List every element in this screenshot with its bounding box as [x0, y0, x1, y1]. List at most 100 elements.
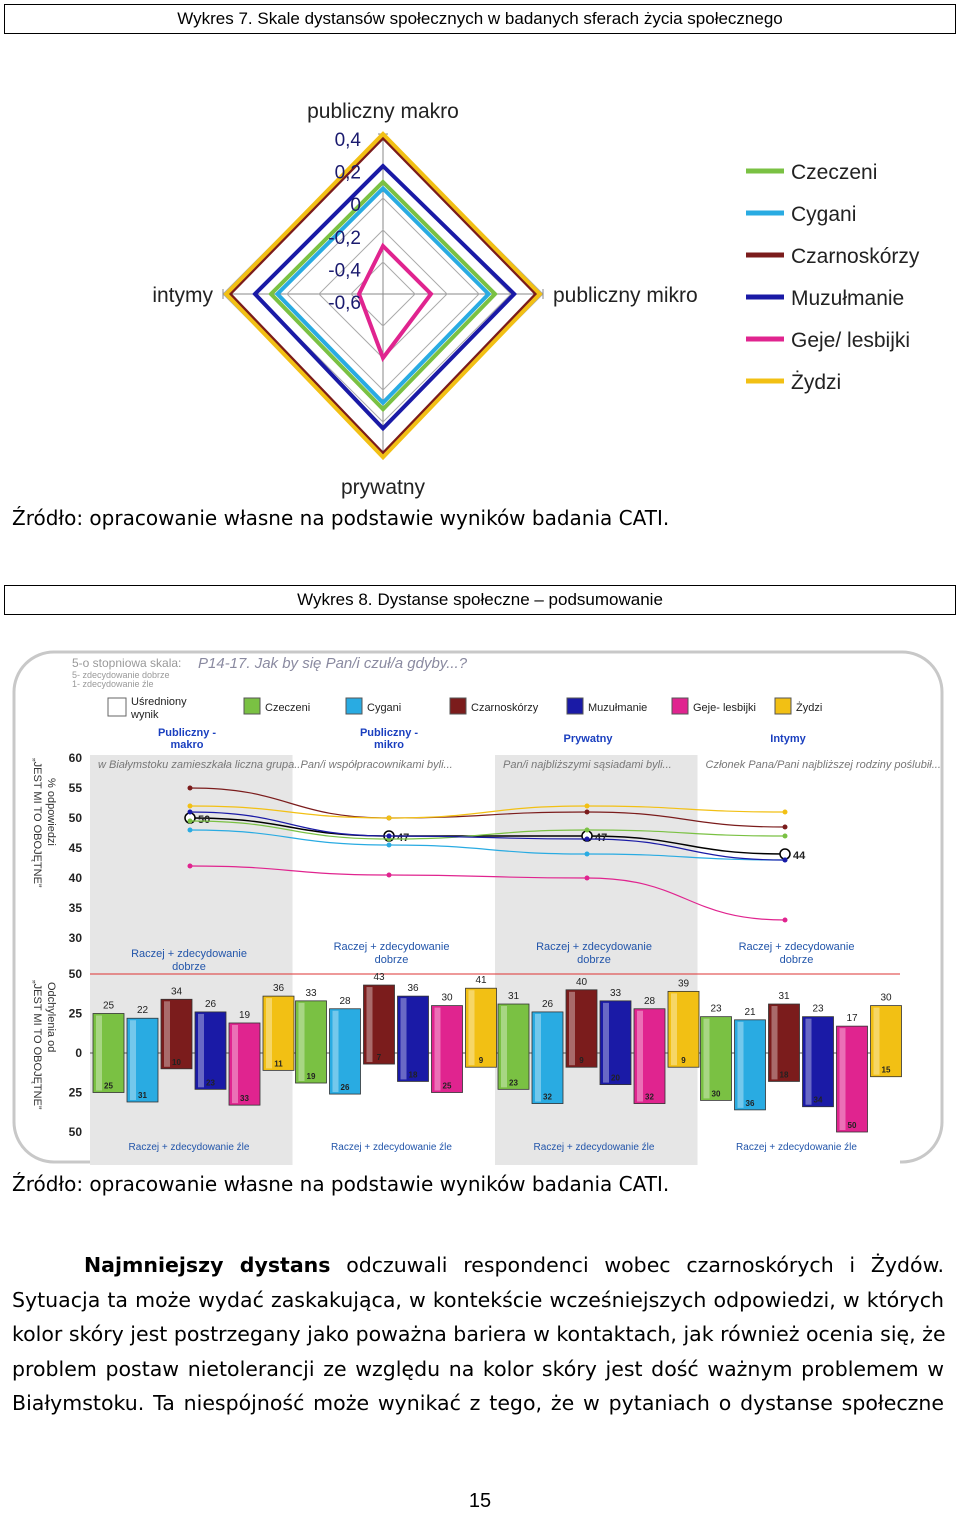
- line-point: [782, 917, 788, 923]
- legend-label: Żydzi: [796, 701, 822, 714]
- line-series: [189, 820, 786, 840]
- bar-good-label: 23: [710, 1004, 722, 1015]
- bar-bad-label: 9: [479, 1056, 484, 1065]
- bar: [599, 1000, 632, 1085]
- top-tick-label: 45: [69, 841, 83, 855]
- bar: [363, 984, 395, 1065]
- good-label: Raczej + zdecydowanie: [131, 948, 247, 960]
- radar-ring: [286, 197, 480, 391]
- bar-good-label: 33: [305, 988, 317, 999]
- bar-highlight: [535, 1013, 541, 1102]
- bad-label: Raczej + zdecydowanie źle: [736, 1142, 857, 1153]
- bar: [700, 1016, 732, 1101]
- bar-good-label: 30: [880, 993, 892, 1004]
- bar-highlight: [737, 1021, 744, 1108]
- bar-highlight: [637, 1010, 643, 1102]
- bar: [262, 995, 295, 1071]
- paragraph-line-1-rest: odczuwali respondenci wobec czarnoskóryc…: [346, 1253, 944, 1277]
- line-point: [187, 827, 193, 833]
- figure8-caption-text: Dystanse społeczne – podsumowanie: [377, 590, 663, 609]
- legend-avg-label: wynik: [130, 709, 159, 721]
- bar: [734, 1019, 766, 1111]
- y-label-top-2: „JEST MI TO OBOJĘTNE”: [31, 758, 43, 888]
- line-point: [584, 875, 590, 881]
- summary-lines: 50 47 47 44: [184, 785, 806, 923]
- bar-bad-label: 36: [746, 1099, 755, 1108]
- radar-series-czarnoskrzy: [226, 134, 540, 457]
- bar: [431, 1005, 463, 1093]
- legend-avg-swatch: [107, 697, 127, 717]
- bar-highlight: [266, 998, 272, 1069]
- bar-bad-label: 23: [509, 1078, 518, 1087]
- bar-good-label: 36: [407, 983, 419, 994]
- line-avg-label: 47: [397, 832, 409, 844]
- top-tick-label: 35: [69, 901, 83, 915]
- bar-good-label: 23: [812, 1004, 824, 1015]
- bar: [126, 1017, 159, 1103]
- bar-bad-label: 15: [882, 1066, 891, 1075]
- top-tick-label: 40: [69, 871, 83, 885]
- bar-highlight: [501, 1006, 507, 1088]
- radar-tick-label: -0,2: [328, 228, 361, 249]
- line-series: [189, 865, 786, 921]
- category-sublabel: w Białymstoku zamieszkała liczna grupa..…: [98, 759, 303, 771]
- bar: [870, 1005, 902, 1078]
- radar-legend-label: Czarnoskórzy: [791, 245, 920, 268]
- summary-column-band: [292, 755, 495, 1165]
- scale-5: 5- zdecydowanie dobrze: [72, 670, 170, 680]
- line-point: [584, 803, 590, 809]
- line-series: [189, 829, 786, 861]
- bar: [160, 998, 193, 1070]
- radar-axis-label-mikro: publiczny mikro: [553, 284, 698, 307]
- figure8-source: Źródło: opracowanie własne na podstawie …: [12, 1172, 670, 1196]
- line-avg-label: 47: [595, 832, 607, 844]
- bar-bad-label: 34: [814, 1096, 823, 1105]
- figure8-caption-prefix: Wykres 8.: [297, 590, 373, 609]
- radar-axis-label-prywatny: prywatny: [341, 476, 426, 499]
- line-point: [782, 857, 788, 863]
- radar-series-ydzi: [223, 131, 543, 461]
- bar: [228, 1022, 261, 1106]
- bar-bad-label: 10: [172, 1058, 181, 1067]
- bar-bad-label: 18: [780, 1070, 789, 1079]
- radar-labels: 0,4 0,2 0 -0,2 -0,4 -0,6 publiczny makro public…: [152, 100, 697, 499]
- legend-swatch: [345, 697, 363, 715]
- figure8-caption: Wykres 8. Dystanse społeczne – podsumowa…: [4, 585, 956, 615]
- bar-bad-label: 18: [409, 1070, 418, 1079]
- bar-good-label: 31: [508, 991, 520, 1002]
- bar-highlight: [703, 1018, 710, 1099]
- bar-highlight: [839, 1028, 846, 1130]
- radar-legend-label: Żydzi: [791, 371, 841, 394]
- bar-highlight: [298, 1002, 305, 1082]
- good-label: Raczej + zdecydowanie: [536, 941, 652, 953]
- radar-axis-label-intymy: intymy: [152, 284, 213, 307]
- bar-highlight: [130, 1020, 136, 1100]
- legend-label: Geje- lesbijki: [693, 702, 756, 714]
- radar-series-muzumanie: [252, 163, 518, 432]
- category-header: makro: [170, 739, 203, 751]
- y-label-top-1: % odpowiedzi: [45, 778, 57, 846]
- radar-legend-label: Cygani: [791, 203, 856, 226]
- radar-axis-label-makro: publiczny makro: [307, 100, 459, 123]
- bar-bad-label: 31: [138, 1091, 147, 1100]
- line-series: [189, 811, 786, 861]
- bad-label: Raczej + zdecydowanie źle: [331, 1142, 452, 1153]
- legend-swatch: [566, 697, 584, 715]
- bar-highlight: [805, 1018, 812, 1105]
- good-label: dobrze: [780, 954, 814, 966]
- page-number: 15: [468, 1490, 492, 1512]
- bar-good-label: 31: [778, 991, 790, 1002]
- legend-label: Czeczeni: [265, 702, 310, 714]
- radar-legend-label: Muzułmanie: [791, 287, 904, 310]
- legend-label: Cygani: [367, 702, 401, 714]
- top-tick-label: 55: [69, 781, 83, 795]
- line-point: [584, 809, 590, 815]
- radar-legend-label: Czeczeni: [791, 161, 877, 184]
- bar: [531, 1011, 564, 1104]
- line-point: [782, 833, 788, 839]
- bar-good-label: 36: [273, 983, 285, 994]
- bar-good-label: 26: [205, 999, 217, 1010]
- good-label: Raczej + zdecydowanie: [739, 941, 855, 953]
- bar-bad-label: 19: [307, 1072, 316, 1081]
- good-label: dobrze: [375, 954, 409, 966]
